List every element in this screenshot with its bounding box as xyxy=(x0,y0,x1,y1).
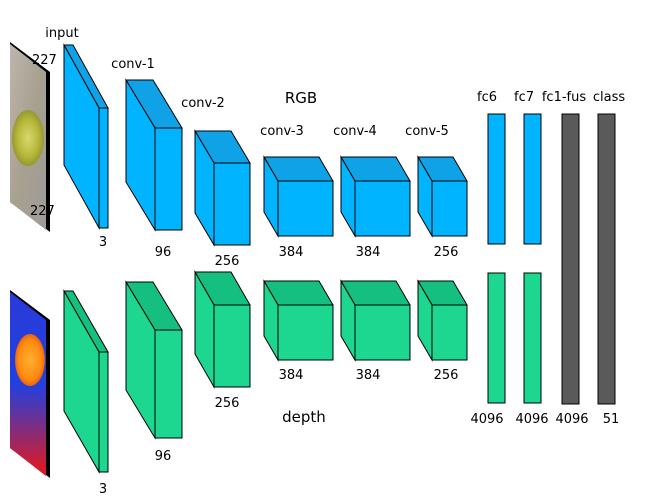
rgb-conv5-block xyxy=(417,155,468,238)
depth-conv2-block xyxy=(194,270,251,389)
rgb-fc6-bar xyxy=(487,113,506,245)
rgb-input-channels: 3 xyxy=(99,235,107,250)
rgb-conv4-channels: 384 xyxy=(356,245,381,260)
conv5-label: conv-5 xyxy=(405,124,449,139)
conv1-label: conv-1 xyxy=(111,57,155,72)
depth-conv2-channels: 256 xyxy=(215,396,240,411)
conv4-label: conv-4 xyxy=(333,124,377,139)
depth-input-image xyxy=(10,290,50,478)
rgb-conv1-block xyxy=(125,78,183,232)
conv2-label: conv-2 xyxy=(181,96,225,111)
depth-conv5-block xyxy=(417,279,468,362)
rgb-fc7-bar xyxy=(523,113,542,245)
fc1-fus-bar xyxy=(561,113,580,405)
depth-conv4-block xyxy=(340,279,411,362)
fc1-fus-units: 4096 xyxy=(555,412,588,427)
class-label: class xyxy=(593,90,625,105)
depth-fc7-bar xyxy=(523,272,542,404)
conv3-label: conv-3 xyxy=(260,124,304,139)
depth-conv4-channels: 384 xyxy=(356,368,381,383)
fc6-label: fc6 xyxy=(477,90,497,105)
class-units: 51 xyxy=(603,412,620,427)
rgb-conv4-block xyxy=(340,155,411,238)
rgb-conv1-channels: 96 xyxy=(155,245,172,260)
depth-conv3-block xyxy=(263,279,334,362)
fc7-label: fc7 xyxy=(514,90,534,105)
rgb-input-layer xyxy=(63,43,109,230)
input-size-bottom-label: 227 xyxy=(30,204,55,219)
rgb-conv3-channels: 384 xyxy=(279,245,304,260)
class-bar xyxy=(597,113,616,405)
rgb-conv2-block xyxy=(194,129,251,247)
depth-input-channels: 3 xyxy=(99,482,107,497)
input-label: input xyxy=(45,26,78,41)
depth-conv5-channels: 256 xyxy=(434,368,459,383)
rgb-stream-title: RGB xyxy=(285,89,317,107)
depth-conv3-channels: 384 xyxy=(279,368,304,383)
fc7-units: 4096 xyxy=(515,412,548,427)
fc1-fus-label: fc1-fus xyxy=(542,90,587,105)
fc6-units: 4096 xyxy=(470,412,503,427)
depth-conv1-channels: 96 xyxy=(155,449,172,464)
rgb-input-image xyxy=(10,42,50,232)
rgb-conv2-channels: 256 xyxy=(215,254,240,269)
rgb-conv5-channels: 256 xyxy=(434,245,459,260)
depth-conv1-block xyxy=(125,280,183,440)
depth-input-layer xyxy=(63,289,109,474)
input-size-top-label: 227 xyxy=(32,53,57,68)
depth-stream-title: depth xyxy=(282,408,326,426)
rgb-conv3-block xyxy=(263,155,334,238)
depth-fc6-bar xyxy=(487,272,506,404)
